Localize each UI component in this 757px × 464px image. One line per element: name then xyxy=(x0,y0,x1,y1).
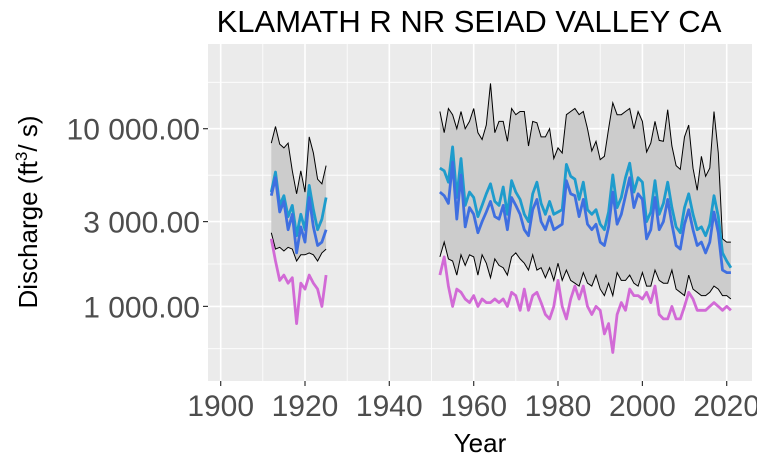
y-tick-label: 1 000.00 xyxy=(83,291,200,324)
band-max-line xyxy=(439,83,731,243)
x-tick-label: 1920 xyxy=(272,390,339,423)
x-axis-ticks: 1900 1920 1940 1960 1980 2000 2020 xyxy=(187,381,757,423)
x-tick-label: 1940 xyxy=(356,390,423,423)
x-tick-label: 1980 xyxy=(525,390,592,423)
x-tick-label: 2020 xyxy=(693,390,757,423)
series-line-1 xyxy=(269,170,328,238)
band-max-line xyxy=(270,126,327,194)
y-axis-title-superscript: 3 xyxy=(12,152,31,161)
x-tick-label: 1900 xyxy=(187,390,254,423)
y-axis-ticks: 1 000.00 3 000.00 10 000.00 xyxy=(67,114,208,324)
x-axis-title: Year xyxy=(454,428,507,458)
band-min-line xyxy=(439,240,732,300)
series-line-3 xyxy=(269,238,328,326)
svg-text:Discharge (ft3/ s): Discharge (ft3/ s) xyxy=(12,116,43,309)
band-min-line xyxy=(270,232,327,263)
y-axis-title-units: / s) xyxy=(13,116,43,152)
x-tick-label: 1960 xyxy=(440,390,507,423)
y-tick-label: 3 000.00 xyxy=(83,207,200,240)
y-axis-title: Discharge (ft3/ s) xyxy=(12,116,43,309)
x-tick-label: 2000 xyxy=(609,390,676,423)
series-line-2 xyxy=(269,176,328,255)
y-axis-title-main: Discharge (ft xyxy=(13,160,43,308)
y-tick-label: 10 000.00 xyxy=(67,114,200,147)
series-line-2 xyxy=(439,160,731,275)
series-line-3 xyxy=(438,255,732,354)
series-lines xyxy=(269,145,733,354)
series-line-1 xyxy=(439,145,733,269)
chart-title: KLAMATH R NR SEIAD VALLEY CA xyxy=(217,4,722,39)
